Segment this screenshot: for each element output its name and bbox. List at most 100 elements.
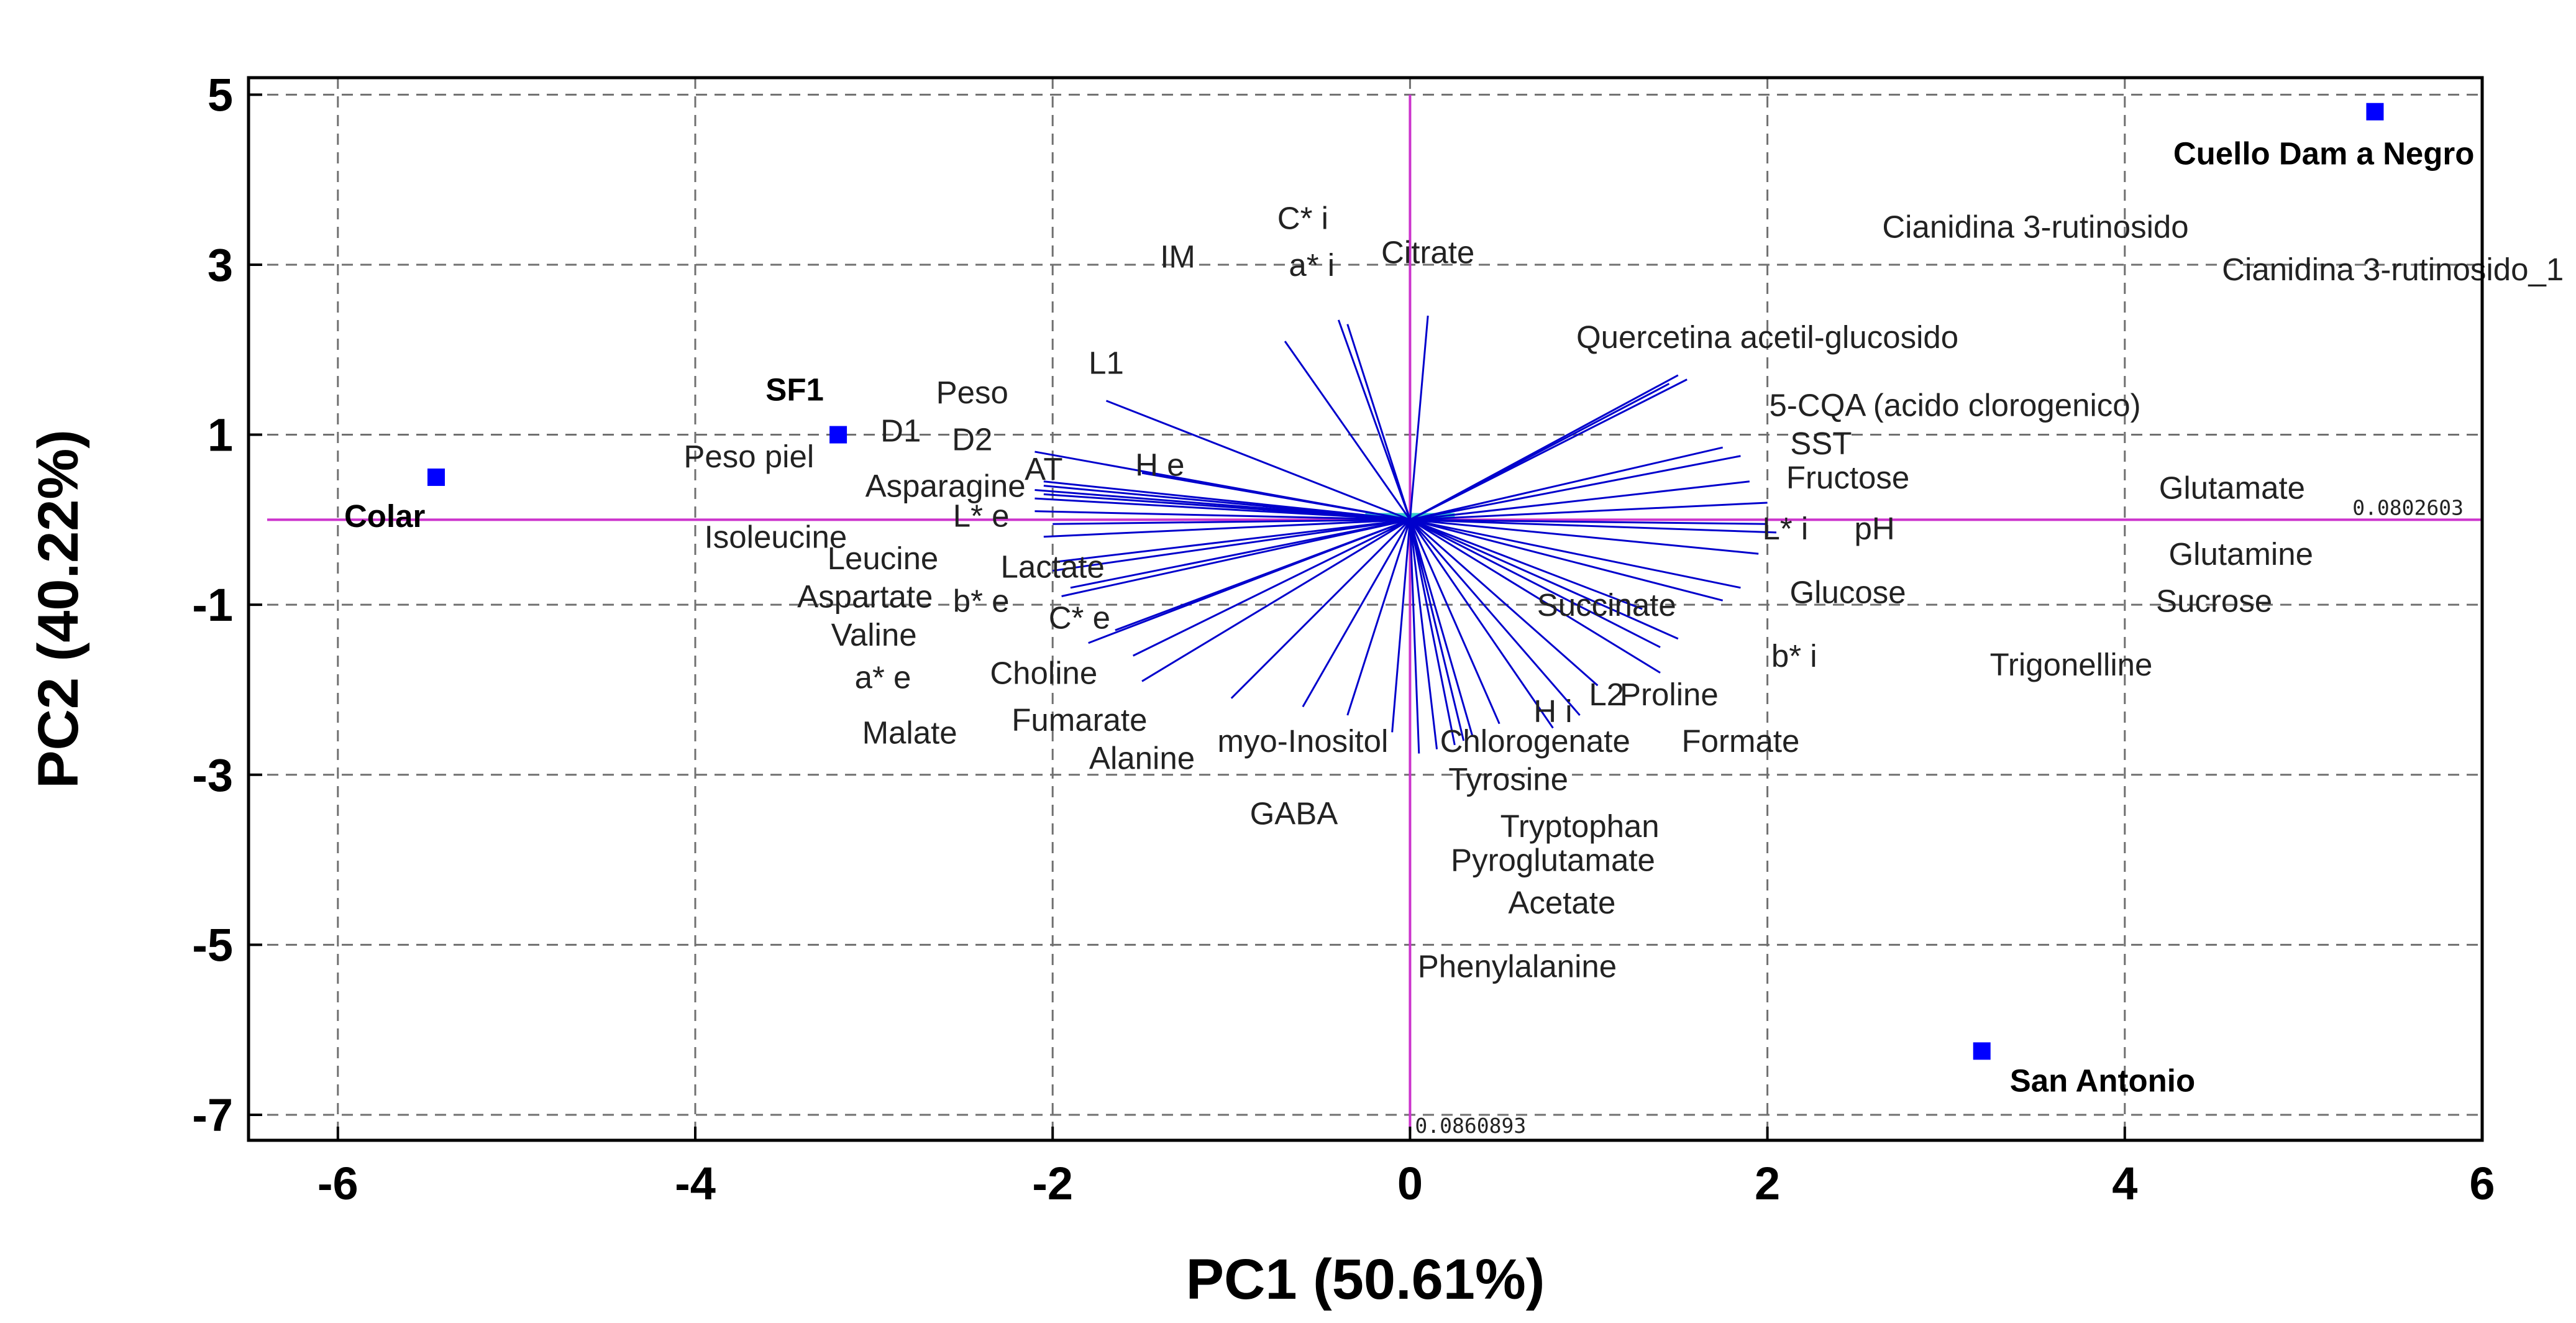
- loading-vector: [1409, 519, 1500, 725]
- loading-vector: [1409, 383, 1670, 521]
- variable-label: D1: [880, 413, 921, 449]
- loading-vector: [1337, 319, 1411, 520]
- variable-label: C* i: [1277, 201, 1328, 236]
- y-tick-label: 3: [208, 239, 233, 291]
- loading-vector: [1409, 520, 1456, 746]
- loading-vector: [1284, 341, 1411, 521]
- loading-vector: [1070, 518, 1410, 589]
- variable-label: Cianidina 3-rutinosido_1: [2222, 252, 2564, 287]
- variable-label: L2: [1589, 677, 1624, 712]
- loading-vector: [1346, 324, 1411, 520]
- variable-label: Phenylalanine: [1418, 949, 1617, 984]
- variable-label: a* i: [1289, 247, 1335, 283]
- loading-vector: [1409, 519, 1474, 737]
- observation-label: Cuello Dam a Negro: [2173, 136, 2475, 172]
- variable-label: Tyrosine: [1448, 762, 1568, 797]
- variable-label: myo-Inositol: [1217, 723, 1388, 759]
- loading-vector: [1410, 518, 1768, 525]
- observation-point: [829, 426, 847, 444]
- x-tick-label: -4: [675, 1158, 716, 1209]
- loading-vector: [1043, 493, 1410, 521]
- loading-vector: [1410, 501, 1768, 521]
- loading-vector: [1052, 518, 1410, 572]
- variable-label: Peso: [936, 375, 1008, 410]
- y-tick-label: -7: [192, 1089, 233, 1141]
- loading-vector: [1061, 518, 1410, 597]
- loading-vector: [1088, 518, 1410, 644]
- loading-vector: [1410, 518, 1759, 555]
- y-axis-title: PC2 (40.22%): [27, 429, 90, 789]
- variable-label: Aspartate: [797, 579, 933, 614]
- variable-label: Chlorogenate: [1440, 723, 1630, 759]
- x-tick-label: 6: [2469, 1158, 2495, 1209]
- observation-point: [427, 468, 445, 486]
- variable-label: C* e: [1049, 600, 1110, 636]
- y-tick-label: -5: [192, 919, 233, 971]
- variable-label: Isoleucine: [705, 520, 847, 555]
- variable-label: Peso piel: [683, 439, 814, 474]
- axis-ticks: -6 -4 -2 0 2 4 6 -7 -5 -3 -1 1 3 5: [192, 69, 2495, 1209]
- variable-label: GABA: [1250, 795, 1338, 831]
- x-tick-label: 2: [1755, 1158, 1780, 1209]
- variable-label: Tryptophan: [1500, 808, 1660, 844]
- loading-vector: [1410, 518, 1741, 589]
- y-tick-label: 5: [208, 69, 233, 121]
- observation-label: San Antonio: [2010, 1063, 2195, 1098]
- loading-vector: [1053, 518, 1410, 564]
- observation-label: Colar: [344, 498, 426, 534]
- loading-vector: [1410, 518, 1777, 534]
- y-tick-label: 1: [208, 410, 233, 461]
- loading-vector: [1043, 518, 1410, 538]
- variable-label: Leucine: [828, 541, 939, 576]
- loading-vector: [1346, 519, 1411, 716]
- loading-vector: [1409, 519, 1661, 674]
- variable-label: b* e: [953, 583, 1010, 618]
- variable-label: Pyroglutamate: [1451, 843, 1655, 878]
- variable-loadings: [1035, 315, 1777, 754]
- loading-vector: [1132, 519, 1411, 657]
- variable-label: 5-CQA (acido clorogenico): [1770, 388, 2141, 423]
- loading-vector: [1409, 519, 1554, 729]
- y-tick-label: -3: [192, 749, 233, 801]
- variable-label: Succinate: [1537, 587, 1676, 623]
- variable-labels: C* i a* i Citrate IM Cianidina 3-rutinosido C…: [683, 201, 2564, 984]
- plot-frame: [247, 76, 2484, 1142]
- loading-vector: [1410, 480, 1750, 521]
- loading-vector: [1141, 519, 1411, 682]
- variable-label: b* i: [1771, 638, 1817, 674]
- loading-vector: [1409, 520, 1420, 754]
- variable-label: IM: [1160, 239, 1195, 274]
- observation-point: [2366, 103, 2384, 121]
- variable-label: H e: [1135, 447, 1184, 482]
- variable-label: Trigonelline: [1990, 647, 2153, 682]
- variable-label: Formate: [1682, 723, 1800, 759]
- variable-label: Malate: [862, 715, 957, 750]
- loading-vector: [1409, 519, 1581, 716]
- variable-label: Glucose: [1789, 575, 1906, 610]
- variable-label: Proline: [1620, 677, 1719, 712]
- variable-label: Sucrose: [2156, 583, 2272, 618]
- variable-label: a* e: [855, 659, 911, 695]
- variable-label: D2: [952, 421, 992, 457]
- loading-vector: [1035, 451, 1410, 521]
- loading-vector: [1409, 519, 1599, 687]
- loading-vector: [1409, 518, 1679, 640]
- variable-label: Citrate: [1381, 234, 1474, 270]
- variable-label: Cianidina 3-rutinosido: [1882, 209, 2188, 244]
- loading-vector: [1302, 519, 1411, 708]
- loading-vector: [1105, 400, 1410, 521]
- loading-vector: [1409, 518, 1643, 610]
- loading-vector: [1409, 520, 1438, 749]
- loading-vector: [1410, 518, 1724, 602]
- y-axis-scale-label: 0.0860893: [1415, 1114, 1526, 1138]
- loading-vector: [1409, 315, 1429, 520]
- loading-vector: [1410, 455, 1741, 521]
- variable-label: Choline: [990, 656, 1097, 691]
- variable-label: Glutamine: [2169, 536, 2313, 572]
- observations: Cuello Dam a Negro SF1 Colar San Antonio: [344, 103, 2475, 1098]
- variable-label: Lactate: [1001, 549, 1105, 585]
- x-tick-label: -2: [1032, 1158, 1073, 1209]
- observation-point: [1973, 1042, 1991, 1060]
- variable-label: Fumarate: [1012, 702, 1147, 738]
- variable-label: Fructose: [1786, 460, 1909, 495]
